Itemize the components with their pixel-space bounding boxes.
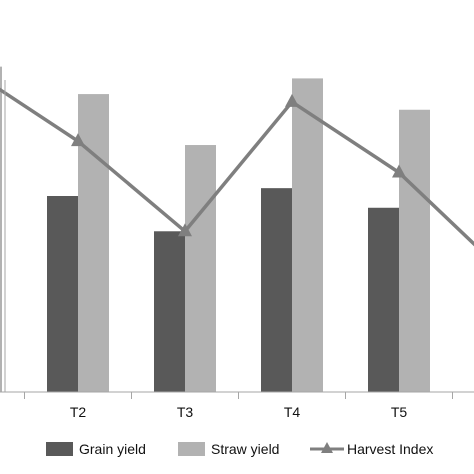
legend-label: Straw yield bbox=[211, 441, 279, 457]
legend-label: Grain yield bbox=[79, 441, 146, 457]
legend-label: Harvest Index bbox=[347, 441, 433, 457]
legend-swatch bbox=[46, 442, 73, 456]
bar-grain-yield-t2 bbox=[47, 196, 78, 392]
x-tick-label-t2: T2 bbox=[70, 404, 87, 420]
marker-harvest-index-t5 bbox=[392, 164, 406, 178]
legend-marker bbox=[321, 442, 333, 453]
bar-straw-yield-t4 bbox=[292, 78, 323, 393]
legend-swatch bbox=[178, 442, 205, 456]
plot-area bbox=[0, 66, 474, 393]
bar-grain-yield-t5 bbox=[368, 207, 399, 392]
bar-grain-yield-t3 bbox=[154, 231, 185, 392]
line-harvest-index bbox=[0, 87, 474, 247]
legend-item-grain-yield: Grain yield bbox=[46, 441, 146, 457]
marker-harvest-index-t2 bbox=[71, 133, 85, 147]
marker-harvest-index-t3 bbox=[178, 223, 192, 237]
x-tick-label-t5: T5 bbox=[391, 404, 408, 420]
x-tick-label-t4: T4 bbox=[284, 404, 301, 420]
bar-straw-yield-t1 bbox=[0, 66, 2, 392]
legend-item-straw-yield: Straw yield bbox=[178, 441, 279, 457]
bar-grain-yield-t4 bbox=[261, 188, 292, 392]
x-tick-label-t3: T3 bbox=[177, 404, 194, 420]
marker-harvest-index-t4 bbox=[285, 93, 299, 107]
bar-straw-yield-t3 bbox=[185, 145, 216, 392]
bar-straw-yield-t5 bbox=[399, 109, 430, 392]
legend: Grain yield Straw yield Harvest Index bbox=[46, 441, 433, 457]
bar-straw-yield-t2 bbox=[78, 94, 109, 392]
x-axis: T2 T3 T4 T5 bbox=[0, 80, 474, 420]
legend-item-harvest-index: Harvest Index bbox=[310, 441, 433, 457]
